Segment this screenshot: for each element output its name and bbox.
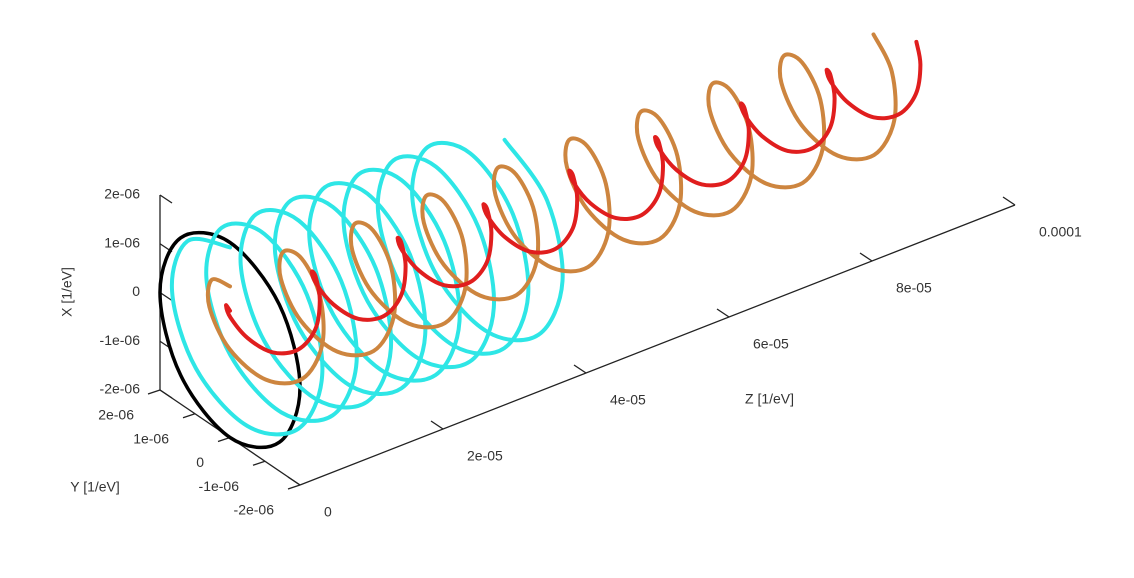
z-tick	[859, 252, 873, 262]
x-tick-label: -2e-06	[100, 381, 141, 397]
z-tick	[573, 364, 587, 374]
z-tick-label: 6e-05	[753, 336, 789, 352]
z-tick-label: 0.0001	[1039, 224, 1082, 240]
y-tick-label: -2e-06	[234, 502, 275, 518]
x-tick	[159, 389, 173, 399]
y-tick-label: -1e-06	[199, 478, 240, 494]
x-tick	[159, 194, 173, 204]
z-tick-label: 4e-05	[610, 392, 646, 408]
z-tick-label: 2e-05	[467, 448, 503, 464]
y-tick-label: 1e-06	[133, 430, 169, 446]
y-tick	[182, 413, 196, 419]
x-axis-label: X [1/eV]	[59, 267, 75, 317]
z-axis	[299, 204, 1016, 486]
z-tick	[430, 420, 444, 430]
curve	[158, 230, 302, 450]
z-tick	[287, 476, 301, 486]
curve	[205, 32, 898, 386]
curve	[224, 39, 923, 356]
x-tick-label: -1e-06	[100, 332, 141, 348]
y-tick	[252, 460, 266, 466]
y-tick-label: 0	[196, 454, 204, 470]
z-tick-label: 0	[324, 504, 332, 520]
y-axis-label: Y [1/eV]	[70, 479, 120, 495]
x-tick-label: 2e-06	[104, 186, 140, 202]
z-tick	[1002, 196, 1016, 206]
x-tick	[159, 291, 173, 302]
z-tick	[716, 308, 730, 318]
x-tick-label: 1e-06	[104, 234, 140, 250]
y-tick	[287, 484, 301, 490]
y-tick	[147, 389, 161, 395]
x-tick-label: 0	[132, 283, 140, 299]
z-axis-label: Z [1/eV]	[745, 391, 794, 407]
y-tick-label: 2e-06	[98, 407, 134, 423]
z-tick-label: 8e-05	[896, 280, 932, 296]
